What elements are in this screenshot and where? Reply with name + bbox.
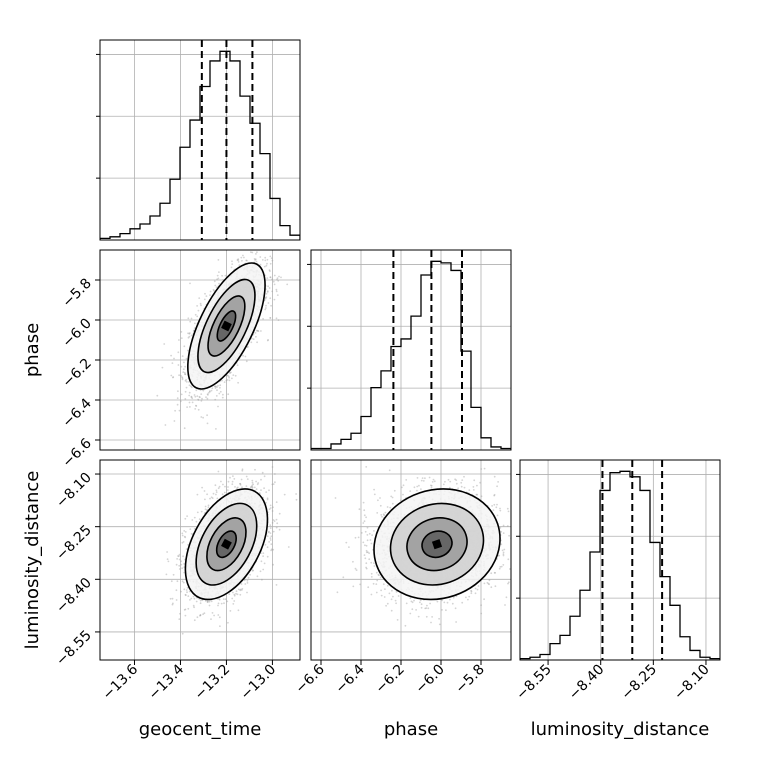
x-axis-geocent_time: −13.6 −13.4 −13.2 −13.0 geocent_time	[100, 660, 280, 740]
panel-frame	[99, 39, 301, 241]
y-tick-label: −6.6	[59, 435, 94, 470]
x-tick-label: −8.25	[619, 662, 661, 704]
density-peak	[431, 539, 443, 550]
x-axis-phase: −6.6 −6.4 −6.2 −6.0 −5.8 phase	[292, 660, 488, 740]
x-tick-label: −13.2	[192, 662, 234, 704]
histogram-step	[100, 50, 300, 240]
x-tick-label: −8.55	[513, 662, 555, 704]
density-contours	[373, 488, 501, 601]
panel-frame	[99, 249, 301, 451]
x-tick-label: −13.0	[238, 662, 280, 704]
histogram-geocent_time	[96, 39, 301, 241]
scatter-panel-phase-vs-luminosity_distance	[310, 459, 512, 661]
density-peak	[221, 538, 232, 550]
x-tick-label: −5.8	[452, 662, 487, 697]
y-tick-label: −8.40	[53, 575, 95, 617]
histogram-step	[520, 470, 720, 660]
density-contours	[187, 262, 266, 390]
y-axis-label: luminosity_distance	[22, 471, 43, 650]
x-axis-label: geocent_time	[139, 719, 262, 740]
x-tick-label: −13.4	[146, 661, 188, 703]
y-tick-label: −6.4	[59, 395, 94, 430]
x-tick-label: −6.0	[412, 662, 447, 697]
panel-frame	[99, 459, 301, 661]
histogram-step	[311, 260, 511, 450]
density-contours	[184, 488, 269, 601]
scatter-panel-geocent_time-vs-luminosity_distance	[99, 459, 301, 661]
panel-frame	[310, 249, 512, 451]
y-tick-label: −8.10	[53, 470, 95, 512]
y-axis-phase: −6.6 −6.4 −6.2 −6.0 −5.8 phase	[22, 276, 100, 471]
histogram-luminosity_distance	[516, 459, 721, 661]
panel-frame	[519, 459, 721, 661]
y-tick-label: −6.0	[59, 316, 94, 351]
density-peak	[221, 320, 232, 332]
y-tick-label: −8.25	[53, 522, 95, 564]
x-tick-label: −6.6	[292, 661, 327, 696]
x-tick-label: −8.10	[671, 662, 713, 704]
y-tick-label: −5.8	[59, 276, 94, 311]
y-tick-label: −6.2	[59, 356, 94, 391]
y-tick-label: −8.55	[53, 627, 95, 669]
x-tick-label: −13.6	[100, 661, 142, 703]
x-axis-label: phase	[384, 719, 438, 740]
y-axis-luminosity_distance: −8.55 −8.40 −8.25 −8.10 luminosity_distance	[22, 470, 100, 669]
x-axis-luminosity_distance: −8.55 −8.40 −8.25 −8.10 luminosity_distance	[513, 660, 713, 740]
x-tick-label: −8.40	[566, 662, 608, 704]
x-tick-label: −6.2	[372, 662, 407, 697]
scatter-panel-geocent_time-vs-phase	[99, 249, 301, 451]
histogram-phase	[307, 249, 512, 451]
panel-frame	[310, 459, 512, 661]
x-axis-label: luminosity_distance	[531, 719, 710, 740]
y-axis-label: phase	[22, 323, 43, 377]
x-tick-label: −6.4	[332, 661, 367, 696]
